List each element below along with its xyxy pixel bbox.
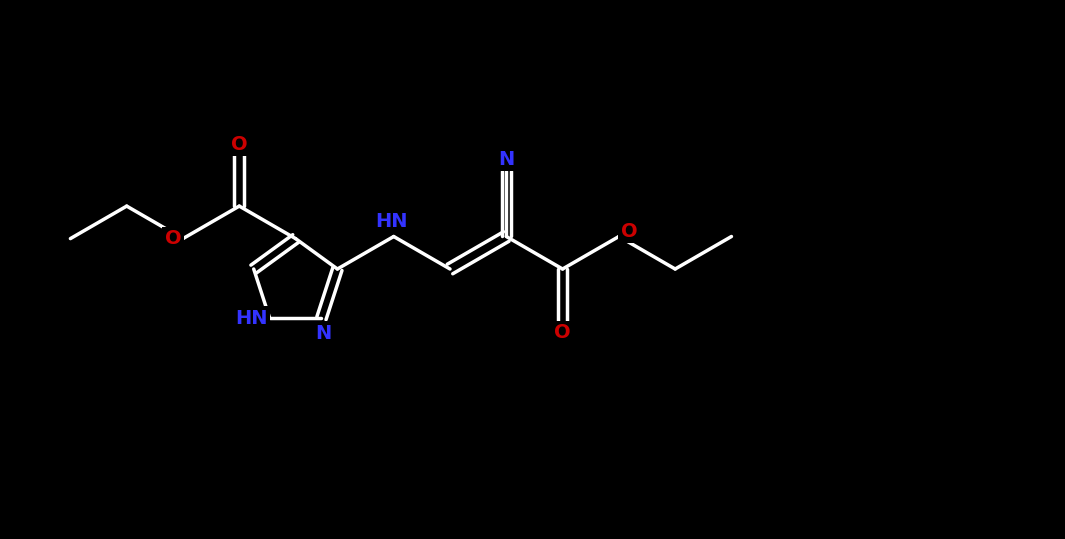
Text: O: O [165,229,181,248]
Text: O: O [621,222,637,241]
Text: N: N [315,324,331,343]
Text: HN: HN [376,212,408,231]
Text: O: O [554,323,571,342]
Text: N: N [498,150,514,169]
Text: O: O [231,135,247,154]
Text: HN: HN [235,309,268,328]
